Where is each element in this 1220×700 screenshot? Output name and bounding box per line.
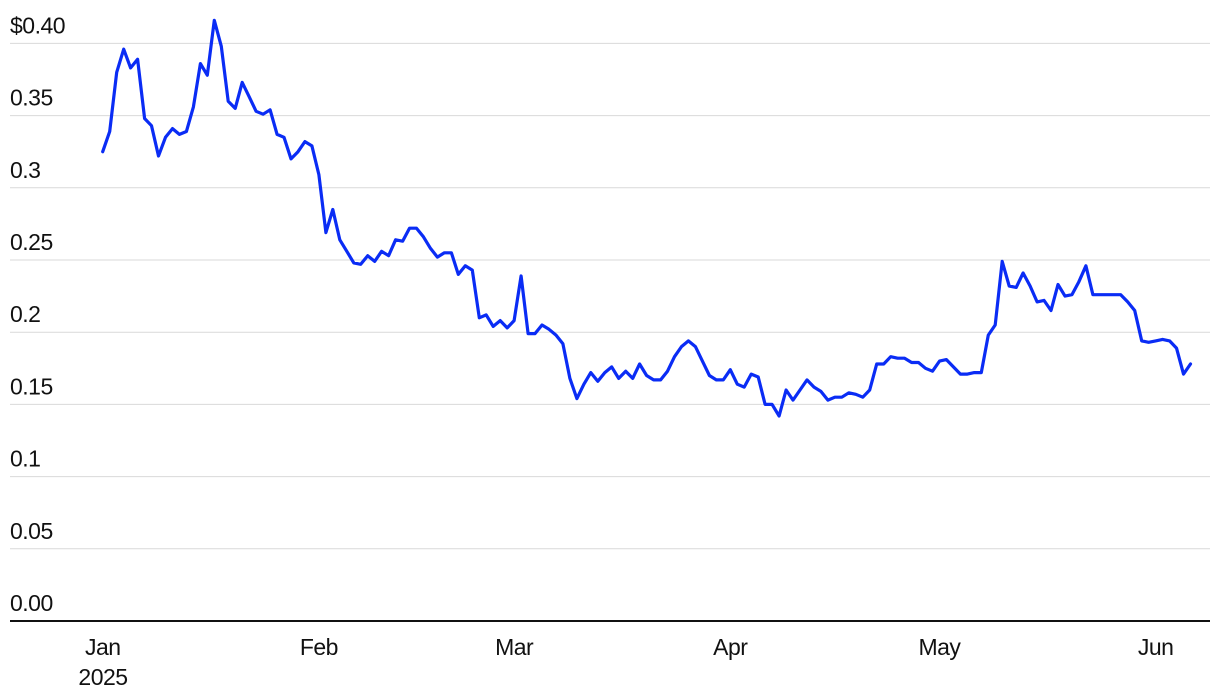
x-year-label: 2025: [78, 664, 127, 690]
x-tick-label: Apr: [713, 634, 748, 660]
y-tick-label: 0.15: [10, 373, 53, 399]
y-tick-label: $0.40: [10, 12, 65, 38]
y-tick-label: 0.3: [10, 157, 40, 183]
price-line: [101, 18, 1193, 418]
x-tick-label: Jan: [85, 634, 121, 660]
x-tick-label: May: [918, 634, 961, 660]
y-tick-label: 0.05: [10, 518, 53, 544]
x-tick-label: Mar: [495, 634, 534, 660]
y-tick-label: 0.2: [10, 301, 40, 327]
y-tick-label: 0.1: [10, 446, 40, 472]
y-tick-label: 0.00: [10, 590, 53, 616]
y-tick-label: 0.25: [10, 229, 53, 255]
x-tick-label: Jun: [1138, 634, 1174, 660]
y-tick-label: 0.35: [10, 85, 53, 111]
x-tick-label: Feb: [300, 634, 338, 660]
